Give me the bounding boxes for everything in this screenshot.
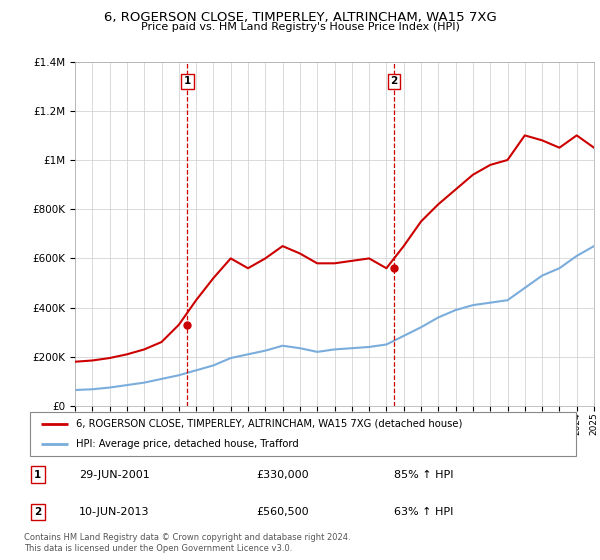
Text: 1: 1 <box>34 470 41 479</box>
Text: 6, ROGERSON CLOSE, TIMPERLEY, ALTRINCHAM, WA15 7XG (detached house): 6, ROGERSON CLOSE, TIMPERLEY, ALTRINCHAM… <box>76 419 463 429</box>
FancyBboxPatch shape <box>30 412 576 456</box>
Text: Price paid vs. HM Land Registry's House Price Index (HPI): Price paid vs. HM Land Registry's House … <box>140 22 460 32</box>
Text: 85% ↑ HPI: 85% ↑ HPI <box>394 470 454 479</box>
Text: 63% ↑ HPI: 63% ↑ HPI <box>394 507 453 517</box>
Text: 1: 1 <box>184 76 191 86</box>
Text: 10-JUN-2013: 10-JUN-2013 <box>79 507 150 517</box>
Text: 6, ROGERSON CLOSE, TIMPERLEY, ALTRINCHAM, WA15 7XG: 6, ROGERSON CLOSE, TIMPERLEY, ALTRINCHAM… <box>104 11 496 24</box>
Text: 29-JUN-2001: 29-JUN-2001 <box>79 470 150 479</box>
Text: £560,500: £560,500 <box>256 507 308 517</box>
Text: 2: 2 <box>34 507 41 517</box>
Text: Contains HM Land Registry data © Crown copyright and database right 2024.
This d: Contains HM Land Registry data © Crown c… <box>24 533 350 553</box>
Text: £330,000: £330,000 <box>256 470 308 479</box>
Text: 2: 2 <box>391 76 398 86</box>
Text: HPI: Average price, detached house, Trafford: HPI: Average price, detached house, Traf… <box>76 439 299 449</box>
